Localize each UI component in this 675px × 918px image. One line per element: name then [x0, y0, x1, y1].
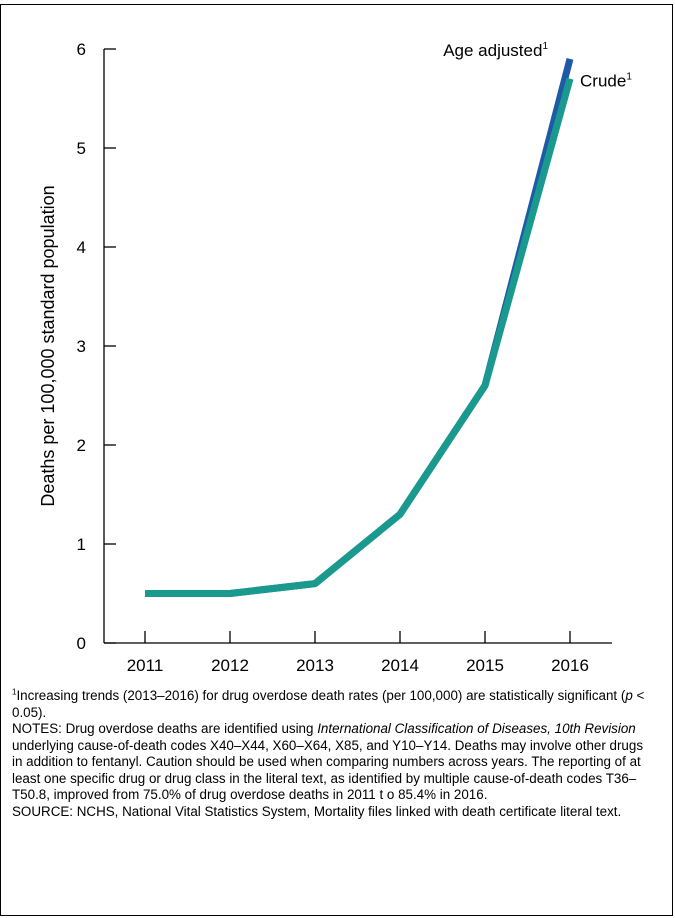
- x-tick-label: 2011: [127, 656, 164, 675]
- series-label-crude: Crude1: [580, 72, 632, 91]
- series-line-crude: [145, 77, 574, 597]
- notes-italic: International Classification of Diseases…: [317, 721, 636, 736]
- x-tick-label: 2016: [551, 656, 589, 675]
- x-tick-label: 2014: [381, 656, 419, 675]
- y-tick-label: 1: [77, 535, 86, 554]
- y-tick-label: 2: [77, 436, 86, 455]
- notes-text-b: underlying cause-of-death codes X40–X44,…: [12, 737, 644, 803]
- series-layer: [145, 58, 574, 597]
- footnote-1-text-a: Increasing trends (2013–2016) for drug o…: [16, 688, 626, 703]
- x-tick-label: 2015: [466, 656, 504, 675]
- y-tick-label: 3: [77, 337, 86, 356]
- y-tick-label: 4: [77, 238, 86, 257]
- footnote-1: 1Increasing trends (2013–2016) for drug …: [12, 688, 652, 721]
- series-label-text: Crude: [580, 72, 626, 91]
- footnotes: 1Increasing trends (2013–2016) for drug …: [12, 688, 652, 820]
- series-label-text: Age adjusted: [443, 41, 542, 60]
- notes-text-a: NOTES: Drug overdose deaths are identifi…: [12, 721, 318, 736]
- footnote-1-text-b: < 0.05).: [12, 688, 645, 720]
- footnote-1-p: p: [625, 688, 633, 703]
- x-tick-label: 2013: [296, 656, 334, 675]
- y-tick-label: 5: [77, 139, 86, 158]
- axes: 0 1 2 3 4 5 6 2011 2012 2013 2014 2015 2016 Deaths pe…: [38, 40, 612, 675]
- source: SOURCE: NCHS, National Vital Statistics …: [12, 803, 622, 819]
- footnote-marker: 1: [12, 687, 17, 697]
- series-label-superscript: 1: [542, 41, 548, 52]
- series-label-superscript: 1: [626, 72, 632, 83]
- notes: NOTES: Drug overdose deaths are identifi…: [12, 721, 652, 804]
- y-axis-title: Deaths per 100,000 standard population: [38, 185, 58, 506]
- chart-frame: [0, 4, 673, 916]
- y-tick-label: 6: [77, 40, 86, 59]
- series-label-age-adjusted: Age adjusted1: [443, 41, 548, 60]
- series-line-age-adjusted: [145, 58, 574, 597]
- x-tick-label: 2012: [211, 656, 249, 675]
- y-tick-label: 0: [77, 634, 86, 653]
- line-chart: 0 1 2 3 4 5 6 2011 2012 2013 2014 2015 2016 Deaths pe…: [38, 40, 632, 675]
